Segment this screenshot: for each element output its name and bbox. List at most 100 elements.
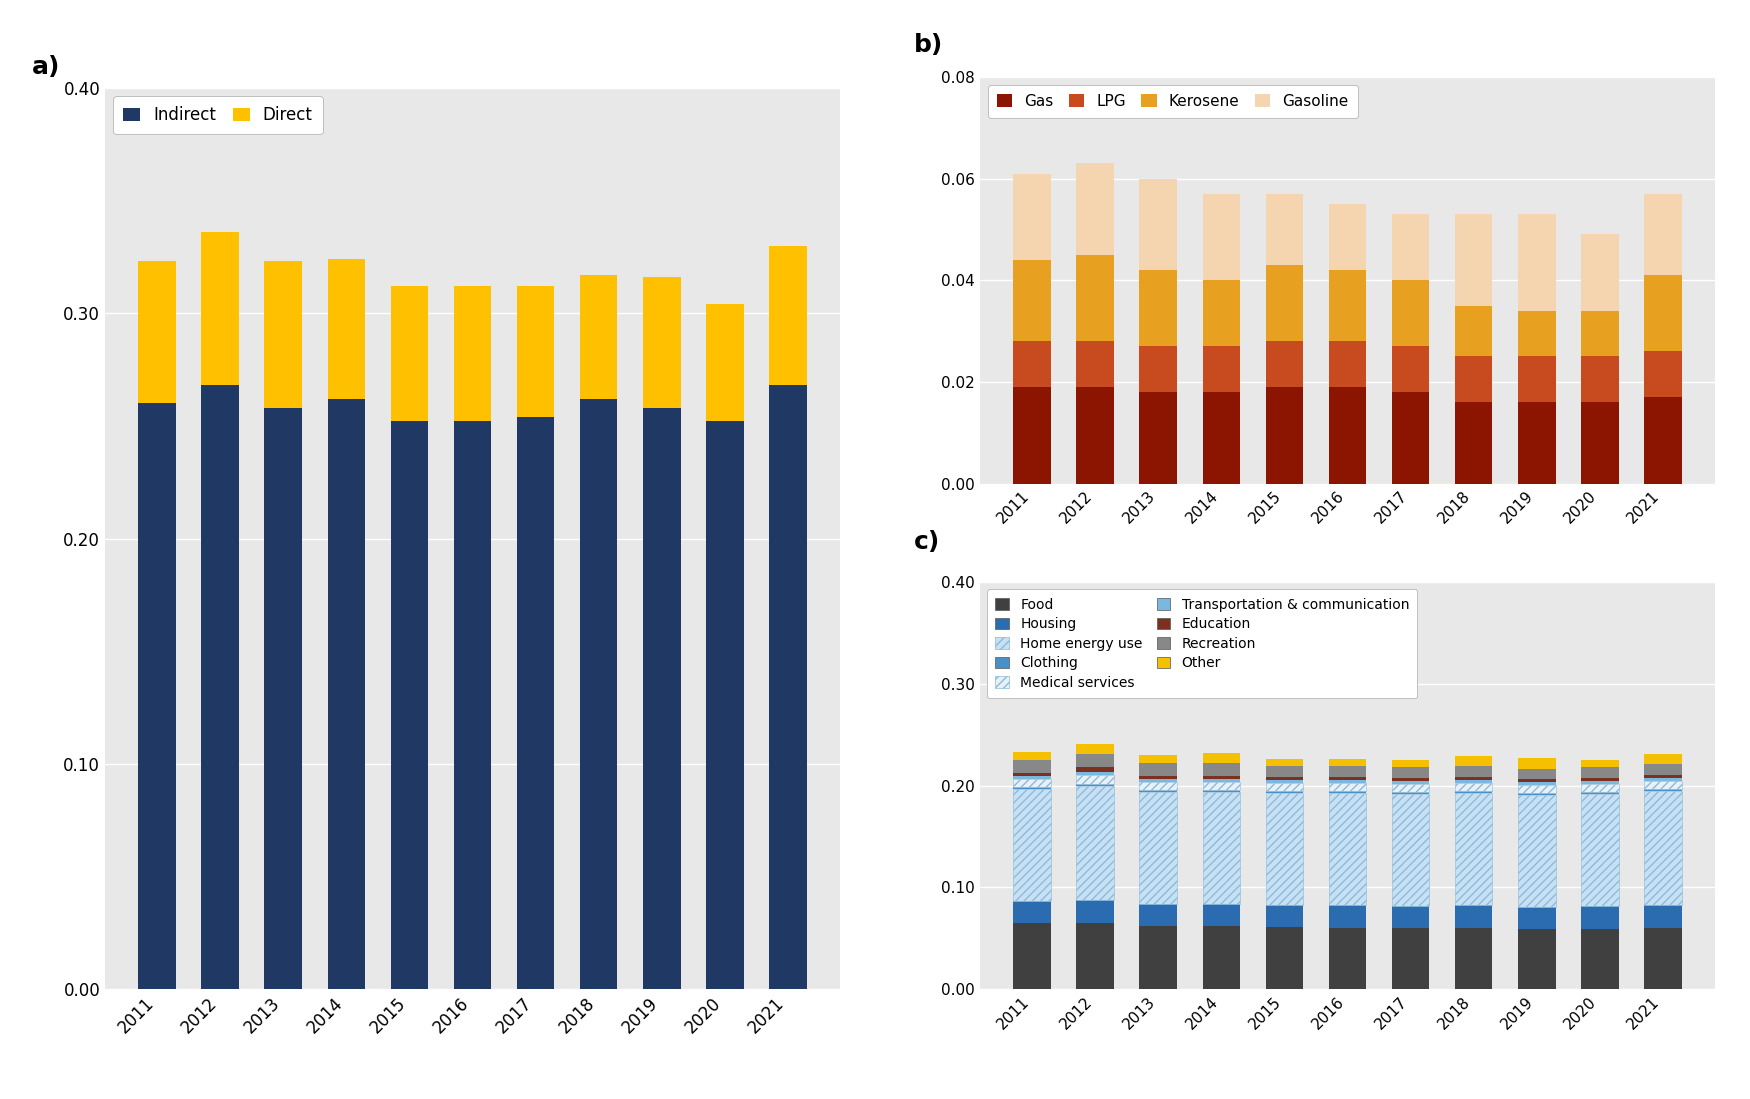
Bar: [1076, 767, 1115, 771]
Bar: [642, 277, 681, 408]
Bar: [1391, 767, 1430, 778]
Bar: [1265, 792, 1304, 904]
Bar: [1265, 791, 1304, 792]
Bar: [1202, 193, 1241, 280]
Bar: [1454, 904, 1493, 928]
Bar: [1328, 204, 1367, 270]
Bar: [1643, 765, 1682, 775]
Bar: [1391, 784, 1430, 792]
Bar: [1643, 352, 1682, 397]
Bar: [1580, 792, 1619, 793]
Legend: Indirect, Direct: Indirect, Direct: [114, 97, 322, 134]
Bar: [642, 408, 681, 989]
Bar: [1580, 784, 1619, 792]
Bar: [1139, 790, 1178, 792]
Bar: [1265, 759, 1304, 766]
Bar: [1580, 906, 1619, 929]
Bar: [138, 403, 177, 989]
Bar: [1265, 341, 1304, 387]
Bar: [201, 232, 240, 386]
Bar: [1139, 270, 1178, 346]
Bar: [1643, 928, 1682, 989]
Bar: [1076, 923, 1115, 989]
Bar: [1202, 779, 1241, 781]
Bar: [1517, 356, 1556, 402]
Bar: [1454, 779, 1493, 782]
Bar: [1265, 387, 1304, 484]
Bar: [327, 399, 366, 989]
Bar: [453, 286, 492, 421]
Bar: [1580, 793, 1619, 906]
Bar: [1202, 776, 1241, 779]
Bar: [1076, 775, 1115, 784]
Bar: [1013, 259, 1052, 341]
Bar: [1013, 901, 1052, 923]
Bar: [1391, 793, 1430, 906]
Bar: [1580, 311, 1619, 356]
Bar: [1328, 270, 1367, 341]
Bar: [768, 245, 807, 386]
Bar: [1139, 792, 1178, 903]
Bar: [1076, 754, 1115, 767]
Bar: [1202, 346, 1241, 392]
Bar: [1517, 785, 1556, 792]
Bar: [1139, 781, 1178, 790]
Bar: [1265, 766, 1304, 777]
Bar: [1265, 928, 1304, 989]
Bar: [1013, 787, 1052, 789]
Bar: [1328, 777, 1367, 779]
Bar: [516, 286, 555, 417]
Bar: [1643, 775, 1682, 778]
Bar: [1265, 782, 1304, 791]
Bar: [1454, 792, 1493, 904]
Text: b): b): [914, 33, 943, 56]
Bar: [264, 408, 303, 989]
Bar: [1517, 311, 1556, 356]
Bar: [1202, 280, 1241, 346]
Bar: [264, 262, 303, 408]
Bar: [1517, 402, 1556, 484]
Bar: [1139, 392, 1178, 484]
Bar: [1076, 387, 1115, 484]
Bar: [1643, 789, 1682, 791]
Bar: [1139, 346, 1178, 392]
Bar: [327, 259, 366, 399]
Bar: [1328, 928, 1367, 989]
Bar: [1076, 784, 1115, 786]
Legend: Food, Housing, Home energy use, Clothing, Medical services, Transportation & com: Food, Housing, Home energy use, Clothing…: [987, 589, 1418, 698]
Bar: [1643, 754, 1682, 765]
Bar: [1328, 759, 1367, 766]
Bar: [1454, 928, 1493, 989]
Bar: [1454, 306, 1493, 356]
Bar: [768, 386, 807, 989]
Bar: [453, 421, 492, 989]
Legend: Gas, LPG, Kerosene, Gasoline: Gas, LPG, Kerosene, Gasoline: [987, 85, 1358, 118]
Bar: [1013, 341, 1052, 387]
Bar: [1580, 402, 1619, 484]
Bar: [1013, 789, 1052, 901]
Bar: [1139, 779, 1178, 781]
Bar: [1202, 790, 1241, 792]
Bar: [1454, 756, 1493, 766]
Bar: [1580, 767, 1619, 778]
Bar: [1454, 402, 1493, 484]
Bar: [1391, 780, 1430, 784]
Bar: [1454, 356, 1493, 402]
Bar: [1454, 777, 1493, 779]
Bar: [1013, 761, 1052, 773]
Bar: [1517, 795, 1556, 907]
Text: c): c): [914, 530, 940, 554]
Bar: [1643, 791, 1682, 904]
Bar: [1139, 764, 1178, 776]
Bar: [1013, 752, 1052, 761]
Bar: [1076, 900, 1115, 923]
Bar: [1580, 778, 1619, 780]
Bar: [1391, 778, 1430, 780]
Bar: [1265, 193, 1304, 265]
Bar: [1076, 341, 1115, 387]
Bar: [1328, 904, 1367, 928]
Bar: [138, 262, 177, 403]
Bar: [1013, 779, 1052, 787]
Bar: [1517, 781, 1556, 785]
Bar: [1202, 781, 1241, 790]
